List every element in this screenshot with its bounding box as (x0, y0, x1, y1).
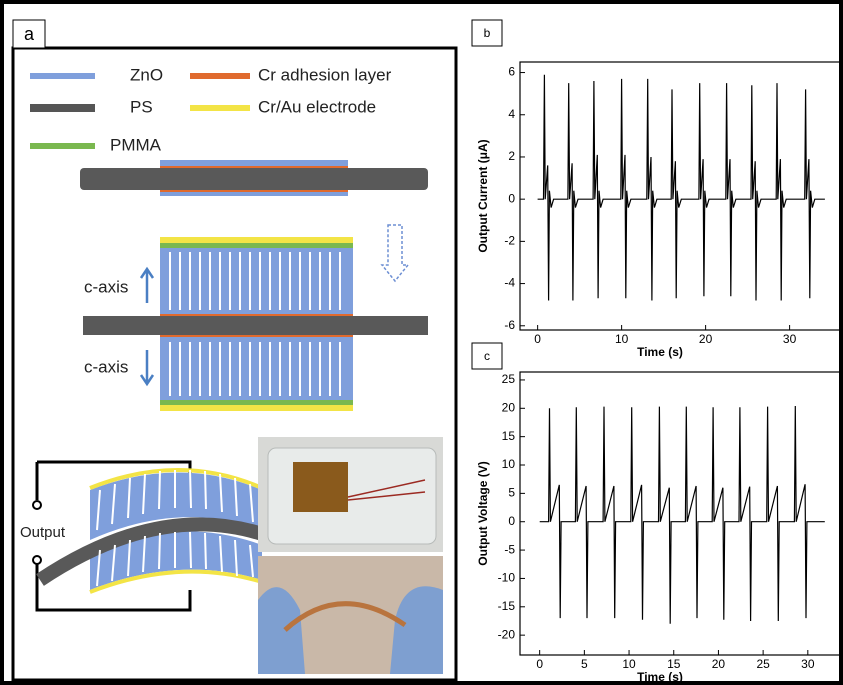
plot-frame (519, 61, 841, 331)
c-axis-arrow (139, 266, 155, 303)
x-tick-label: 20 (699, 332, 713, 346)
photo-glove (390, 586, 443, 674)
legend-label: Cr/Au electrode (258, 97, 376, 116)
pmma (160, 400, 353, 405)
y-tick-label: 4 (508, 107, 515, 121)
y-tick-label: 25 (502, 372, 516, 386)
pmma (160, 243, 353, 248)
x-axis-label: Time (s) (637, 670, 683, 684)
x-tick-label: 30 (783, 332, 797, 346)
panel-label-box (471, 19, 503, 47)
y-tick-label: 6 (508, 65, 515, 79)
y-tick-label: -10 (498, 571, 516, 585)
zno-nanowires (160, 337, 353, 400)
legend-label: PS (130, 97, 153, 116)
y-axis-label: Output Current (μA) (476, 139, 490, 252)
signal-line (537, 74, 825, 301)
c-axis-arrow (139, 350, 155, 387)
y-tick-label: 0 (508, 514, 515, 528)
y-tick-label: 2 (508, 149, 515, 163)
electrode (160, 405, 353, 411)
y-axis-label: Output Voltage (V) (476, 461, 490, 565)
layer-stack-grown: c-axis c-axis (83, 224, 428, 411)
y-tick-label: 5 (508, 486, 515, 500)
y-tick-label: -5 (504, 542, 515, 556)
legend-label: Cr adhesion layer (258, 65, 392, 84)
x-tick-label: 10 (615, 332, 629, 346)
terminal (32, 555, 42, 565)
electrode (89, 569, 263, 594)
panel-label-box (471, 342, 503, 370)
nanowire-lines (96, 469, 254, 587)
process-arrow (380, 224, 410, 283)
y-tick-label: 0 (508, 191, 515, 205)
photo-device-bent (283, 601, 407, 632)
y-tick-label: -4 (504, 276, 515, 290)
plot-frame (519, 371, 841, 656)
legend-label: PMMA (110, 135, 162, 154)
axis-annotation: c-axis (84, 277, 128, 296)
y-tick-label: -15 (498, 599, 516, 613)
x-axis-label: Time (s) (637, 345, 683, 359)
legend-label: ZnO (130, 65, 163, 84)
panel-label-box (12, 19, 46, 49)
electrode (89, 468, 263, 490)
photo-electrode (293, 462, 348, 512)
panel-label: a (24, 24, 35, 44)
y-tick-label: 10 (502, 457, 516, 471)
y-tick-label: 15 (502, 429, 516, 443)
x-tick-label: 20 (712, 657, 726, 671)
y-tick-label: -6 (504, 318, 515, 332)
x-tick-label: 30 (801, 657, 815, 671)
layer-stack-top (80, 160, 428, 196)
signal-line (539, 405, 825, 624)
bent-device: Output (20, 460, 268, 612)
x-tick-label: 25 (756, 657, 770, 671)
x-tick-label: 10 (622, 657, 636, 671)
output-label: Output (20, 524, 66, 541)
x-tick-label: 15 (667, 657, 681, 671)
y-tick-label: 20 (502, 400, 516, 414)
photo-glove (258, 587, 305, 674)
panel-a-frame (11, 46, 458, 682)
y-tick-label: -20 (498, 627, 516, 641)
electrode (160, 237, 353, 243)
ps-substrate (36, 517, 268, 586)
photo-wire (347, 479, 426, 501)
ps-substrate (83, 316, 428, 335)
legend: ZnO Cr adhesion layer PS Cr/Au electrode… (30, 65, 392, 154)
x-tick-label: 5 (581, 657, 588, 671)
axis-annotation: c-axis (84, 357, 128, 376)
x-tick-label: 0 (536, 657, 543, 671)
x-tick-label: 0 (534, 332, 541, 346)
ps-substrate (80, 168, 428, 190)
photos (258, 437, 443, 674)
zno-nanowires (160, 248, 353, 314)
y-tick-label: -2 (504, 234, 515, 248)
panel-label: b (484, 26, 491, 40)
panel-label: c (484, 349, 490, 363)
terminal (32, 500, 42, 510)
nanowire-lines (169, 252, 341, 396)
